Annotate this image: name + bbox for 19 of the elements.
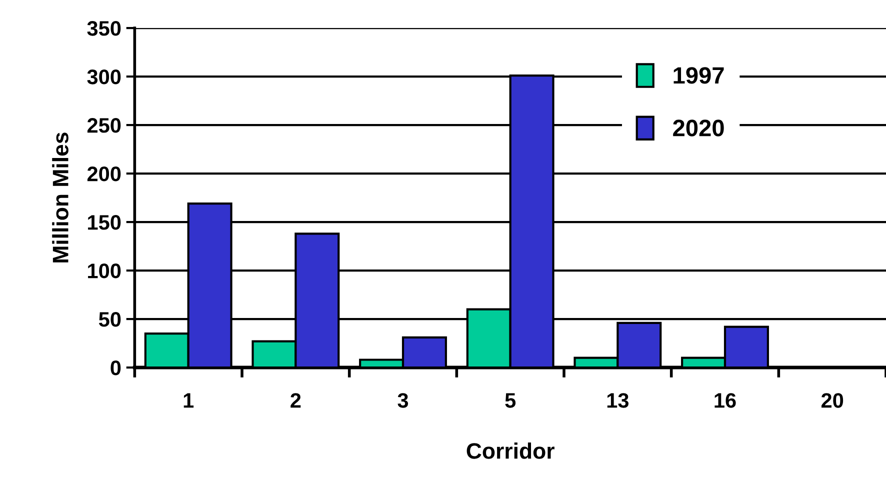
x-tick-label: 16	[714, 393, 736, 408]
y-tick-label: 150	[88, 215, 121, 230]
y-tick-label: 350	[87, 21, 121, 36]
x-tick-label: 1	[184, 393, 194, 408]
legend-label: 1997	[674, 67, 724, 84]
x-tick-label: 5	[505, 393, 516, 408]
x-axis-title: Corridor	[466, 442, 554, 459]
x-tick-label: 2	[290, 393, 301, 408]
y-axis-title: Million Miles	[52, 132, 68, 262]
y-tick-label: 0	[110, 360, 121, 376]
y-tick-label: 250	[87, 118, 121, 133]
legend-label: 2020	[673, 120, 724, 136]
x-tick-label: 13	[607, 393, 629, 408]
y-tick-label: 300	[87, 70, 121, 84]
x-tick-label: 3	[398, 393, 408, 408]
y-tick-label: 100	[88, 264, 121, 278]
y-tick-label: 50	[98, 312, 121, 327]
y-tick-label: 200	[87, 166, 121, 182]
x-tick-label: 20	[821, 393, 844, 408]
